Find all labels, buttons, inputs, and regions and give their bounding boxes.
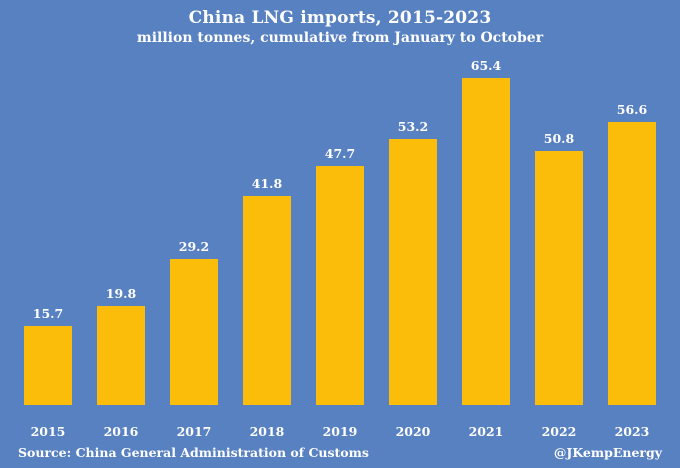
bar: [97, 306, 145, 405]
bar: [24, 326, 72, 405]
bar-column: 15.7 2015: [24, 307, 72, 439]
x-axis-label: 2016: [103, 424, 139, 439]
x-axis-label: 2021: [468, 424, 504, 439]
bar-value-label: 56.6: [616, 102, 648, 117]
chart-subtitle: million tonnes, cumulative from January …: [136, 30, 544, 46]
bar-column: 47.7 2019: [316, 147, 364, 439]
bar-value-label: 53.2: [397, 119, 429, 134]
x-axis-label: 2023: [614, 424, 650, 439]
x-axis-label: 2022: [541, 424, 577, 439]
bar-column: 19.8 2016: [97, 287, 145, 439]
bar: [462, 78, 510, 405]
bar-column: 53.2 2020: [389, 120, 437, 439]
bar-value-label: 15.7: [32, 306, 64, 321]
x-axis-label: 2019: [322, 424, 358, 439]
bar-value-label: 19.8: [105, 286, 137, 301]
bar-value-label: 65.4: [470, 58, 502, 73]
bar-column: 65.4 2021: [462, 59, 510, 439]
footer: Source: China General Administration of …: [18, 445, 662, 460]
bar-value-label: 29.2: [178, 239, 210, 254]
bar: [389, 139, 437, 405]
bar-value-label: 47.7: [324, 146, 356, 161]
x-axis-label: 2018: [249, 424, 285, 439]
bar-column: 29.2 2017: [170, 240, 218, 439]
bar-column: 56.6 2023: [608, 103, 656, 439]
x-axis-label: 2017: [176, 424, 212, 439]
author-handle: @JKempEnergy: [553, 445, 662, 460]
x-axis-label: 2015: [30, 424, 66, 439]
bar: [243, 196, 291, 405]
bar-value-label: 50.8: [543, 131, 575, 146]
source-note: Source: China General Administration of …: [18, 445, 369, 460]
bar: [608, 122, 656, 405]
bar-value-label: 41.8: [251, 176, 283, 191]
bar-column: 41.8 2018: [243, 177, 291, 439]
x-axis-label: 2020: [395, 424, 431, 439]
chart-title: China LNG imports, 2015-2023: [188, 8, 492, 28]
plot-area: 15.7 2015 19.8 2016 29.2 2017 41.8 2018 47.7 2019…: [0, 59, 680, 439]
bar-column: 50.8 2022: [535, 132, 583, 439]
bar: [535, 151, 583, 405]
bar: [170, 259, 218, 405]
bar: [316, 166, 364, 405]
